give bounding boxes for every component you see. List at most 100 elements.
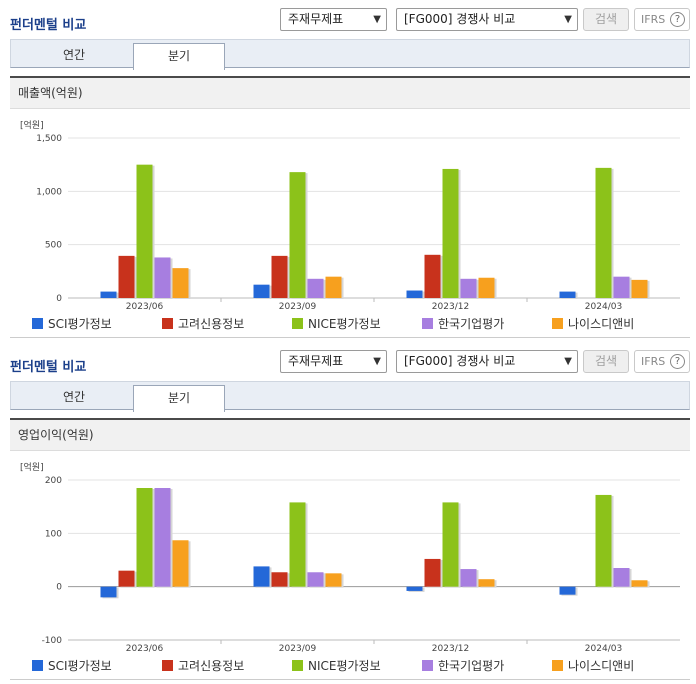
- legend-item[interactable]: 나이스디앤비: [552, 657, 634, 674]
- chart-legend: SCI평가정보 고려신용정보 NICE평가정보 한국기업평가 나이스디앤비: [10, 312, 690, 334]
- bar: [613, 568, 630, 587]
- bar: [307, 278, 324, 298]
- legend-label: SCI평가정보: [48, 659, 112, 673]
- legend-item[interactable]: SCI평가정보: [32, 315, 112, 332]
- peer-group-select[interactable]: [FG000] 경쟁사 비교 ▼: [396, 8, 578, 31]
- legend-item[interactable]: 고려신용정보: [162, 315, 244, 332]
- bar: [406, 290, 423, 298]
- fundamental-section-2: 펀더멘털 비교 주재무제표 ▼ [FG000] 경쟁사 비교 ▼ 검색 IFRS…: [0, 342, 696, 684]
- chart-legend: SCI평가정보 고려신용정보 NICE평가정보 한국기업평가 나이스디앤비: [10, 654, 690, 676]
- bar: [559, 586, 576, 595]
- legend-swatch: [422, 660, 433, 671]
- legend-item[interactable]: 한국기업평가: [422, 657, 504, 674]
- search-button[interactable]: 검색: [583, 8, 629, 31]
- x-tick-label: 2024/03: [585, 302, 622, 310]
- bar: [613, 276, 630, 298]
- x-tick-label: 2023/06: [126, 644, 164, 652]
- bar: [253, 284, 270, 298]
- legend-item[interactable]: NICE평가정보: [292, 315, 381, 332]
- legend-label: 나이스디앤비: [568, 317, 635, 331]
- bar: [595, 494, 612, 587]
- bar: [289, 172, 306, 298]
- bar: [325, 276, 342, 298]
- x-tick-label: 2023/12: [432, 302, 469, 310]
- bar: [172, 540, 189, 587]
- y-tick-label: 200: [45, 476, 62, 486]
- tab-quarterly[interactable]: 분기: [133, 385, 225, 412]
- legend-item[interactable]: NICE평가정보: [292, 657, 381, 674]
- bar: [100, 586, 117, 598]
- statement-type-value: 주재무제표: [288, 354, 344, 368]
- peer-group-value: [FG000] 경쟁사 비교: [404, 12, 516, 26]
- bar: [253, 566, 270, 587]
- bar: [172, 268, 189, 298]
- statement-type-select[interactable]: 주재무제표 ▼: [280, 350, 387, 373]
- y-tick-label: 0: [56, 583, 62, 593]
- y-tick-label: 500: [45, 241, 62, 251]
- chart-title: 매출액(억원): [10, 78, 690, 109]
- tab-annual[interactable]: 연간: [62, 390, 86, 404]
- peer-group-select[interactable]: [FG000] 경쟁사 비교 ▼: [396, 350, 578, 373]
- statement-type-select[interactable]: 주재무제표 ▼: [280, 8, 387, 31]
- ifrs-label: IFRS: [641, 355, 666, 368]
- help-icon: ?: [670, 354, 685, 369]
- legend-label: 고려신용정보: [178, 317, 245, 331]
- bar: [631, 580, 648, 587]
- chevron-down-icon: ▼: [564, 14, 572, 25]
- bar: [559, 291, 576, 298]
- fundamental-section-1: 펀더멘털 비교 주재무제표 ▼ [FG000] 경쟁사 비교 ▼ 검색 IFRS…: [10, 8, 690, 338]
- legend-label: 나이스디앤비: [568, 659, 635, 673]
- bar: [154, 257, 171, 298]
- x-tick-label: 2023/09: [279, 302, 317, 310]
- legend-item[interactable]: SCI평가정보: [32, 657, 112, 674]
- x-tick-label: 2023/09: [279, 644, 317, 652]
- chevron-down-icon: ▼: [373, 14, 381, 25]
- legend-swatch: [32, 318, 43, 329]
- tab-quarterly[interactable]: 분기: [133, 43, 225, 70]
- legend-item[interactable]: 나이스디앤비: [552, 315, 634, 332]
- x-tick-label: 2024/03: [585, 644, 622, 652]
- bar: [442, 502, 459, 587]
- bar: [460, 569, 477, 587]
- chevron-down-icon: ▼: [564, 356, 572, 367]
- bar: [478, 579, 495, 587]
- ifrs-label: IFRS: [641, 13, 666, 26]
- legend-swatch: [552, 318, 563, 329]
- legend-label: 한국기업평가: [438, 317, 505, 331]
- x-tick-label: 2023/06: [126, 302, 164, 310]
- chart-title: 영업이익(억원): [10, 420, 690, 451]
- revenue-chart-panel: 매출액(억원) [억원] 0 500 1,000 1,500 2023/06 2023/09…: [10, 76, 690, 338]
- legend-swatch: [32, 660, 43, 671]
- bar: [631, 279, 648, 298]
- x-tick-label: 2023/12: [432, 644, 469, 652]
- bar: [406, 586, 423, 591]
- operating-income-chart-panel: 영업이익(억원) [억원] -100 0 100 200 2023/06 2023/09 20…: [10, 418, 690, 680]
- legend-item[interactable]: 한국기업평가: [422, 315, 504, 332]
- legend-label: NICE평가정보: [308, 659, 381, 673]
- tab-annual[interactable]: 연간: [62, 48, 86, 62]
- search-button[interactable]: 검색: [583, 350, 629, 373]
- peer-group-value: [FG000] 경쟁사 비교: [404, 354, 516, 368]
- bar: [289, 502, 306, 587]
- y-tick-label: 1,500: [36, 134, 62, 144]
- legend-item[interactable]: 고려신용정보: [162, 657, 244, 674]
- chevron-down-icon: ▼: [373, 356, 381, 367]
- unit-label: [억원]: [20, 461, 44, 473]
- bar: [478, 277, 495, 298]
- legend-swatch: [292, 318, 303, 329]
- ifrs-help-button[interactable]: IFRS ?: [634, 8, 690, 31]
- bar: [325, 573, 342, 587]
- period-tabs: 연간 분기: [10, 381, 690, 412]
- bar: [424, 558, 441, 587]
- section-title: 펀더멘털 비교: [10, 360, 87, 375]
- revenue-bar-chart: [억원] 0 500 1,000 1,500 2023/06 2023/09 2023/12 2…: [20, 119, 680, 310]
- ifrs-help-button[interactable]: IFRS ?: [634, 350, 690, 373]
- section-title: 펀더멘털 비교: [10, 18, 87, 33]
- y-tick-label: -100: [42, 636, 63, 646]
- bar: [136, 164, 153, 298]
- legend-label: SCI평가정보: [48, 317, 112, 331]
- y-tick-label: 0: [56, 294, 62, 304]
- bar: [460, 278, 477, 298]
- bar: [136, 488, 153, 587]
- legend-swatch: [552, 660, 563, 671]
